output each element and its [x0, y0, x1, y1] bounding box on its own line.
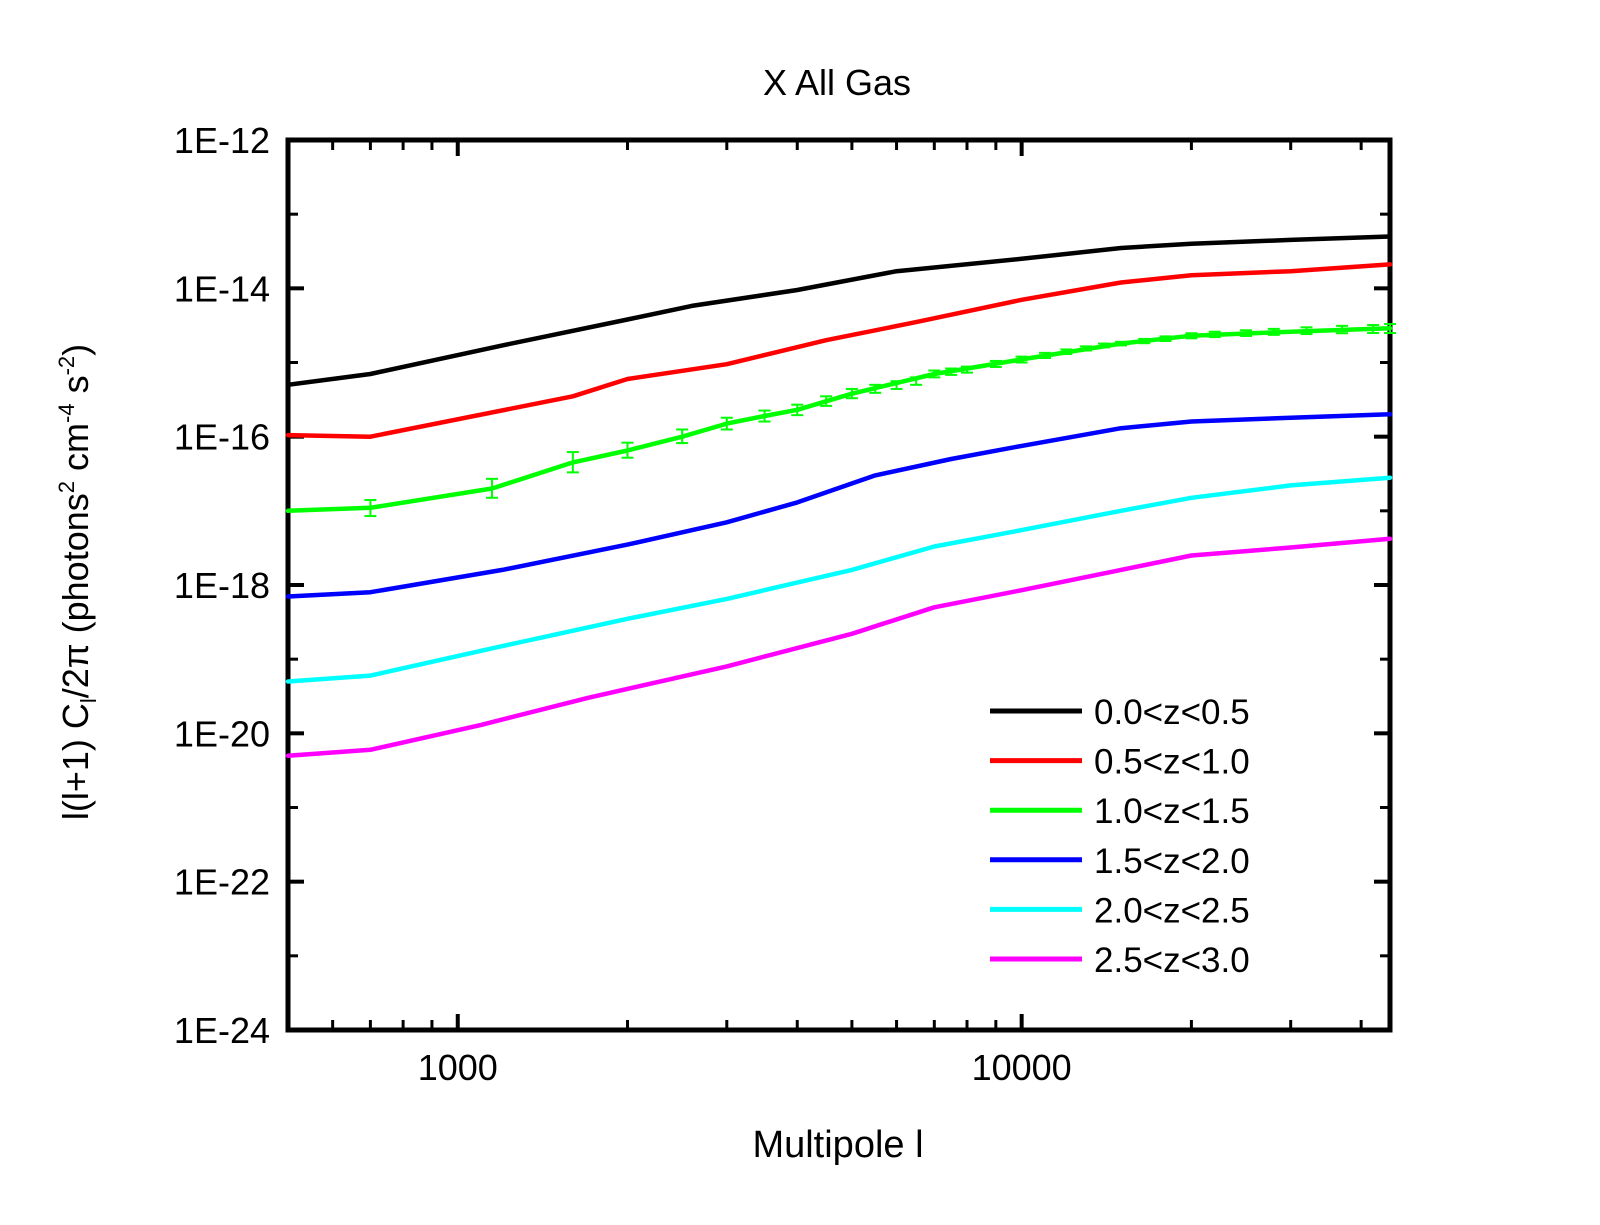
series-group [285, 234, 1393, 758]
chart-title: X All Gas [763, 62, 911, 103]
y-label-mid3: s [55, 375, 96, 403]
y-tick-label: 1E-14 [174, 268, 270, 309]
y-label-sup2: -4 [54, 403, 79, 423]
series-line [285, 536, 1393, 758]
series-line [285, 325, 1393, 514]
x-tick-label: 10000 [972, 1047, 1072, 1088]
series-line [285, 412, 1393, 599]
y-axis-label: l(l+1) Cl/2π (photons2 cm-4 s-2) [54, 344, 101, 820]
y-label-sup1: 2 [54, 481, 79, 493]
legend-label: 1.5<z<2.0 [1094, 842, 1250, 881]
y-axis: 1E-12 1E-14 1E-16 1E-18 1E-20 1E-22 1E-24 [174, 120, 1390, 1051]
y-tick-label: 1E-12 [174, 120, 270, 161]
legend-label: 2.5<z<3.0 [1094, 941, 1250, 980]
y-tick-label: 1E-20 [174, 713, 270, 754]
series-line [285, 234, 1393, 388]
series-line [285, 262, 1393, 439]
y-tick-label: 1E-18 [174, 565, 270, 606]
legend-label: 1.0<z<1.5 [1094, 792, 1250, 831]
error-bars [364, 323, 1396, 518]
legend-label: 0.5<z<1.0 [1094, 743, 1250, 782]
y-tick-label: 1E-24 [174, 1010, 270, 1051]
x-tick-label: 1000 [418, 1047, 498, 1088]
y-label-mid: /2π (photons [55, 493, 96, 698]
y-label-mid2: cm [55, 423, 96, 481]
y-label-sub: l [76, 698, 101, 703]
y-tick-label: 1E-16 [174, 417, 270, 458]
y-label-sup3: -2 [54, 356, 79, 376]
legend-label: 2.0<z<2.5 [1094, 891, 1250, 930]
x-axis: 1000 10000 [286, 140, 1363, 1088]
legend-label: 0.0<z<0.5 [1094, 693, 1250, 732]
y-label-prefix: l(l+1) C [55, 703, 96, 820]
y-tick-label: 1E-22 [174, 862, 270, 903]
series-line [285, 475, 1393, 684]
legend: 0.0<z<0.5 0.5<z<1.0 1.0<z<1.5 1.5<z<2.0 2.0<… [990, 693, 1250, 980]
y-label-suffix: ) [55, 344, 96, 356]
x-axis-label: Multipole l [752, 1124, 923, 1166]
